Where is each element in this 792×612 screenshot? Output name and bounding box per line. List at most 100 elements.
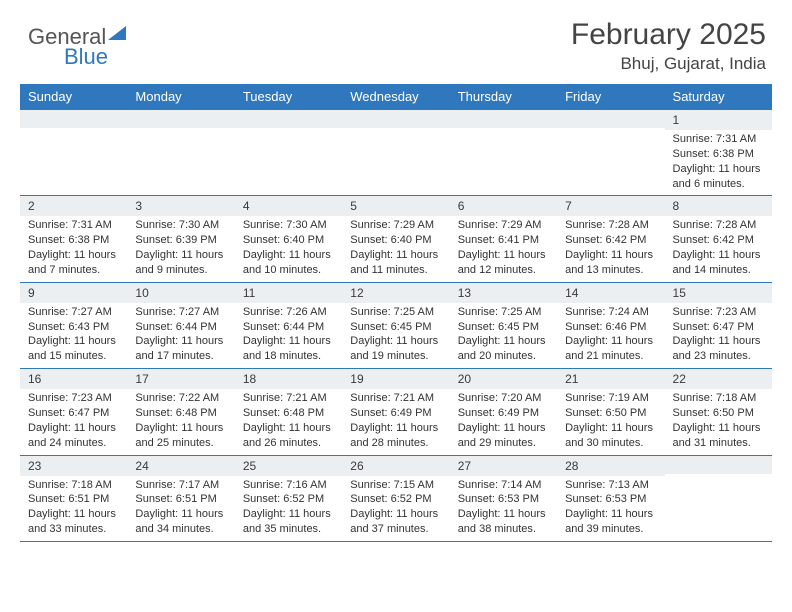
calendar-cell: 9Sunrise: 7:27 AMSunset: 6:43 PMDaylight… [20,282,127,368]
sunset: Sunset: 6:51 PM [135,492,226,507]
day-number: 23 [20,456,127,476]
day-data: Sunrise: 7:24 AMSunset: 6:46 PMDaylight:… [557,303,664,368]
sunrise: Sunrise: 7:25 AM [350,305,441,320]
sunset: Sunset: 6:41 PM [458,233,549,248]
sunrise: Sunrise: 7:21 AM [243,391,334,406]
day-number: 20 [450,369,557,389]
daylight: Daylight: 11 hours and 15 minutes. [28,334,119,364]
day-number: 14 [557,283,664,303]
day-number: 9 [20,283,127,303]
daylight: Daylight: 11 hours and 9 minutes. [135,248,226,278]
calendar-cell: 3Sunrise: 7:30 AMSunset: 6:39 PMDaylight… [127,196,234,282]
sunrise: Sunrise: 7:23 AM [673,305,764,320]
day-number: 18 [235,369,342,389]
calendar-cell: 28Sunrise: 7:13 AMSunset: 6:53 PMDayligh… [557,455,664,541]
sunset: Sunset: 6:44 PM [243,320,334,335]
sunrise: Sunrise: 7:14 AM [458,478,549,493]
daylight: Daylight: 11 hours and 18 minutes. [243,334,334,364]
calendar-cell: 27Sunrise: 7:14 AMSunset: 6:53 PMDayligh… [450,455,557,541]
sunset: Sunset: 6:46 PM [565,320,656,335]
day-number: 16 [20,369,127,389]
sunset: Sunset: 6:42 PM [673,233,764,248]
calendar-cell: 22Sunrise: 7:18 AMSunset: 6:50 PMDayligh… [665,369,772,455]
sunrise: Sunrise: 7:22 AM [135,391,226,406]
weekday-header: Sunday [20,84,127,110]
day-number: 2 [20,196,127,216]
weekday-header: Saturday [665,84,772,110]
sunrise: Sunrise: 7:28 AM [673,218,764,233]
calendar-week: 23Sunrise: 7:18 AMSunset: 6:51 PMDayligh… [20,455,772,541]
sunset: Sunset: 6:53 PM [458,492,549,507]
daylight: Daylight: 11 hours and 11 minutes. [350,248,441,278]
sunrise: Sunrise: 7:25 AM [458,305,549,320]
day-data: Sunrise: 7:18 AMSunset: 6:51 PMDaylight:… [20,476,127,541]
sunset: Sunset: 6:49 PM [350,406,441,421]
day-number: 1 [665,110,772,130]
day-data: Sunrise: 7:29 AMSunset: 6:40 PMDaylight:… [342,216,449,281]
day-data: Sunrise: 7:29 AMSunset: 6:41 PMDaylight:… [450,216,557,281]
weekday-header: Monday [127,84,234,110]
daylight: Daylight: 11 hours and 24 minutes. [28,421,119,451]
day-data: Sunrise: 7:30 AMSunset: 6:39 PMDaylight:… [127,216,234,281]
sunset: Sunset: 6:40 PM [243,233,334,248]
sunset: Sunset: 6:53 PM [565,492,656,507]
calendar-cell: 12Sunrise: 7:25 AMSunset: 6:45 PMDayligh… [342,282,449,368]
sunrise: Sunrise: 7:27 AM [135,305,226,320]
calendar-cell: 14Sunrise: 7:24 AMSunset: 6:46 PMDayligh… [557,282,664,368]
sunrise: Sunrise: 7:19 AM [565,391,656,406]
sunset: Sunset: 6:43 PM [28,320,119,335]
daylight: Daylight: 11 hours and 39 minutes. [565,507,656,537]
day-data: Sunrise: 7:27 AMSunset: 6:44 PMDaylight:… [127,303,234,368]
sunset: Sunset: 6:47 PM [673,320,764,335]
sunrise: Sunrise: 7:20 AM [458,391,549,406]
sunset: Sunset: 6:44 PM [135,320,226,335]
day-number: 17 [127,369,234,389]
sunset: Sunset: 6:51 PM [28,492,119,507]
day-number: 22 [665,369,772,389]
day-number: 8 [665,196,772,216]
weekday-header: Tuesday [235,84,342,110]
sunrise: Sunrise: 7:21 AM [350,391,441,406]
sunset: Sunset: 6:40 PM [350,233,441,248]
daylight: Daylight: 11 hours and 20 minutes. [458,334,549,364]
sunset: Sunset: 6:38 PM [673,147,764,162]
calendar-cell: 6Sunrise: 7:29 AMSunset: 6:41 PMDaylight… [450,196,557,282]
day-data: Sunrise: 7:14 AMSunset: 6:53 PMDaylight:… [450,476,557,541]
day-data: Sunrise: 7:27 AMSunset: 6:43 PMDaylight:… [20,303,127,368]
calendar-cell: 7Sunrise: 7:28 AMSunset: 6:42 PMDaylight… [557,196,664,282]
day-number: 19 [342,369,449,389]
calendar-cell: 5Sunrise: 7:29 AMSunset: 6:40 PMDaylight… [342,196,449,282]
daylight: Daylight: 11 hours and 34 minutes. [135,507,226,537]
day-number: 13 [450,283,557,303]
weekday-header: Thursday [450,84,557,110]
sail-icon [108,26,128,42]
calendar-cell: 10Sunrise: 7:27 AMSunset: 6:44 PMDayligh… [127,282,234,368]
day-number: 7 [557,196,664,216]
sunset: Sunset: 6:50 PM [565,406,656,421]
weekday-header: Wednesday [342,84,449,110]
weekday-row: Sunday Monday Tuesday Wednesday Thursday… [20,84,772,110]
daylight: Daylight: 11 hours and 17 minutes. [135,334,226,364]
calendar-cell: 19Sunrise: 7:21 AMSunset: 6:49 PMDayligh… [342,369,449,455]
title-block: February 2025 Bhuj, Gujarat, India [571,18,772,74]
day-number [450,110,557,128]
daylight: Daylight: 11 hours and 29 minutes. [458,421,549,451]
day-number: 25 [235,456,342,476]
day-number [665,456,772,474]
sunrise: Sunrise: 7:27 AM [28,305,119,320]
day-data: Sunrise: 7:18 AMSunset: 6:50 PMDaylight:… [665,389,772,454]
daylight: Daylight: 11 hours and 23 minutes. [673,334,764,364]
logo-text-blue: Blue [64,44,128,70]
logo: GeneralBlue [20,18,128,70]
calendar-week: 1Sunrise: 7:31 AMSunset: 6:38 PMDaylight… [20,110,772,196]
daylight: Daylight: 11 hours and 31 minutes. [673,421,764,451]
calendar-cell [665,455,772,541]
sunrise: Sunrise: 7:17 AM [135,478,226,493]
daylight: Daylight: 11 hours and 26 minutes. [243,421,334,451]
day-data: Sunrise: 7:21 AMSunset: 6:48 PMDaylight:… [235,389,342,454]
daylight: Daylight: 11 hours and 13 minutes. [565,248,656,278]
daylight: Daylight: 11 hours and 6 minutes. [673,162,764,192]
calendar-cell: 25Sunrise: 7:16 AMSunset: 6:52 PMDayligh… [235,455,342,541]
sunset: Sunset: 6:47 PM [28,406,119,421]
day-data: Sunrise: 7:16 AMSunset: 6:52 PMDaylight:… [235,476,342,541]
